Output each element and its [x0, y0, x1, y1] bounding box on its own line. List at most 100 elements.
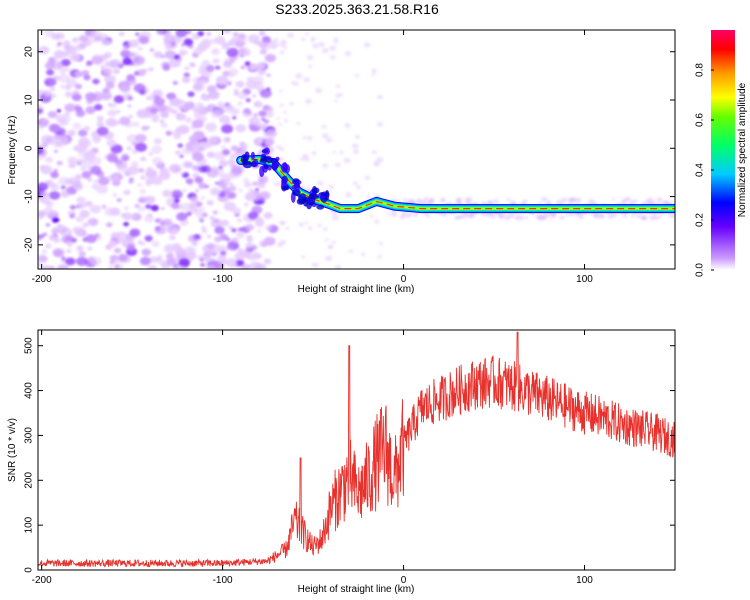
noise-blob	[89, 156, 102, 166]
noise-blob	[61, 190, 66, 194]
noise-blob	[52, 247, 65, 258]
noise-blob	[120, 50, 127, 56]
snr-axes: -200 -100 0 100 0 100 200 300 400 500	[24, 330, 675, 586]
noise-blob	[45, 200, 54, 208]
noise-blob	[160, 207, 165, 211]
noise-blob	[230, 107, 240, 116]
noise-blob	[234, 252, 245, 261]
noise-blob	[323, 227, 328, 231]
noise-blob	[232, 32, 239, 37]
noise-blob	[181, 43, 186, 47]
noise-blob	[165, 93, 173, 99]
noise-blob	[331, 214, 339, 220]
noise-blob	[107, 109, 117, 117]
noise-blob	[333, 212, 338, 216]
noise-blob	[353, 149, 360, 155]
noise-blob	[377, 121, 384, 127]
noise-blob	[87, 166, 92, 170]
noise-blob	[185, 117, 192, 123]
noise-blob	[361, 252, 366, 256]
noise-blob	[169, 164, 182, 174]
noise-blob	[86, 217, 99, 227]
noise-blob	[40, 165, 53, 175]
noise-blob	[206, 200, 214, 206]
noise-blob	[146, 213, 153, 218]
noise-blob	[522, 200, 526, 204]
snr-panel: -200 -100 0 100 0 100 200 300 400 500 Height of s…	[7, 329, 676, 595]
spectrogram-y-tick-label: -20	[24, 237, 35, 252]
noise-blob	[237, 101, 243, 106]
noise-blob	[169, 235, 176, 241]
noise-blob	[391, 212, 397, 217]
noise-blob	[218, 160, 228, 167]
noise-blob	[259, 88, 272, 99]
noise-blob	[54, 226, 59, 230]
noise-blob	[175, 30, 188, 38]
noise-blob	[133, 83, 146, 93]
noise-blob	[264, 53, 276, 63]
noise-blob	[402, 198, 407, 202]
noise-blob	[245, 224, 255, 231]
colorbar-tick-label: 0.6	[695, 113, 706, 127]
noise-blob	[131, 161, 139, 167]
noise-blob	[154, 226, 164, 234]
noise-blob	[132, 121, 140, 128]
noise-blob	[93, 179, 98, 183]
signal-blob	[282, 162, 288, 172]
noise-blob	[334, 265, 342, 269]
noise-blob	[64, 91, 73, 98]
noise-blob	[163, 34, 176, 44]
noise-blob	[206, 242, 215, 250]
noise-blob	[156, 30, 168, 35]
noise-blob	[230, 145, 239, 152]
noise-blob	[197, 31, 205, 37]
noise-blob	[230, 165, 243, 175]
noise-blob	[622, 215, 627, 219]
noise-blob	[254, 216, 264, 225]
noise-blob	[133, 55, 145, 65]
noise-blob	[322, 163, 329, 169]
noise-blob	[76, 196, 86, 204]
noise-blob	[151, 176, 163, 185]
noise-blob	[75, 215, 84, 223]
noise-blob	[38, 46, 50, 55]
noise-blob	[104, 61, 112, 67]
noise-blob	[165, 253, 175, 260]
noise-blob	[258, 175, 269, 184]
noise-blob	[222, 149, 231, 156]
noise-blob	[636, 214, 641, 218]
noise-blob	[215, 65, 221, 70]
noise-blob	[633, 199, 639, 204]
noise-blob	[654, 216, 659, 220]
noise-blob	[139, 256, 152, 266]
noise-blob	[577, 212, 582, 216]
noise-blob	[279, 104, 284, 108]
noise-blob	[123, 44, 129, 49]
noise-blob	[129, 228, 141, 237]
noise-blob	[200, 196, 206, 200]
noise-blob	[535, 214, 542, 220]
noise-blob	[335, 93, 341, 98]
noise-blob	[222, 179, 229, 184]
noise-blob	[224, 120, 231, 125]
noise-blob	[175, 112, 186, 121]
noise-blob	[263, 236, 276, 246]
noise-blob	[75, 204, 81, 208]
noise-blob	[248, 116, 260, 126]
noise-blob	[377, 255, 382, 259]
noise-blob	[235, 40, 245, 48]
noise-blob	[87, 177, 93, 182]
noise-blob	[442, 213, 448, 217]
noise-blob	[89, 204, 102, 214]
noise-blob	[200, 262, 206, 267]
noise-blob	[80, 202, 88, 208]
noise-blob	[256, 122, 263, 128]
noise-blob	[96, 115, 104, 122]
noise-blob	[259, 49, 267, 55]
noise-blob	[48, 234, 58, 242]
noise-blob	[41, 249, 47, 254]
noise-blob	[94, 103, 103, 111]
noise-blob	[392, 210, 397, 214]
noise-blob	[199, 207, 205, 212]
noise-blob	[72, 226, 78, 232]
